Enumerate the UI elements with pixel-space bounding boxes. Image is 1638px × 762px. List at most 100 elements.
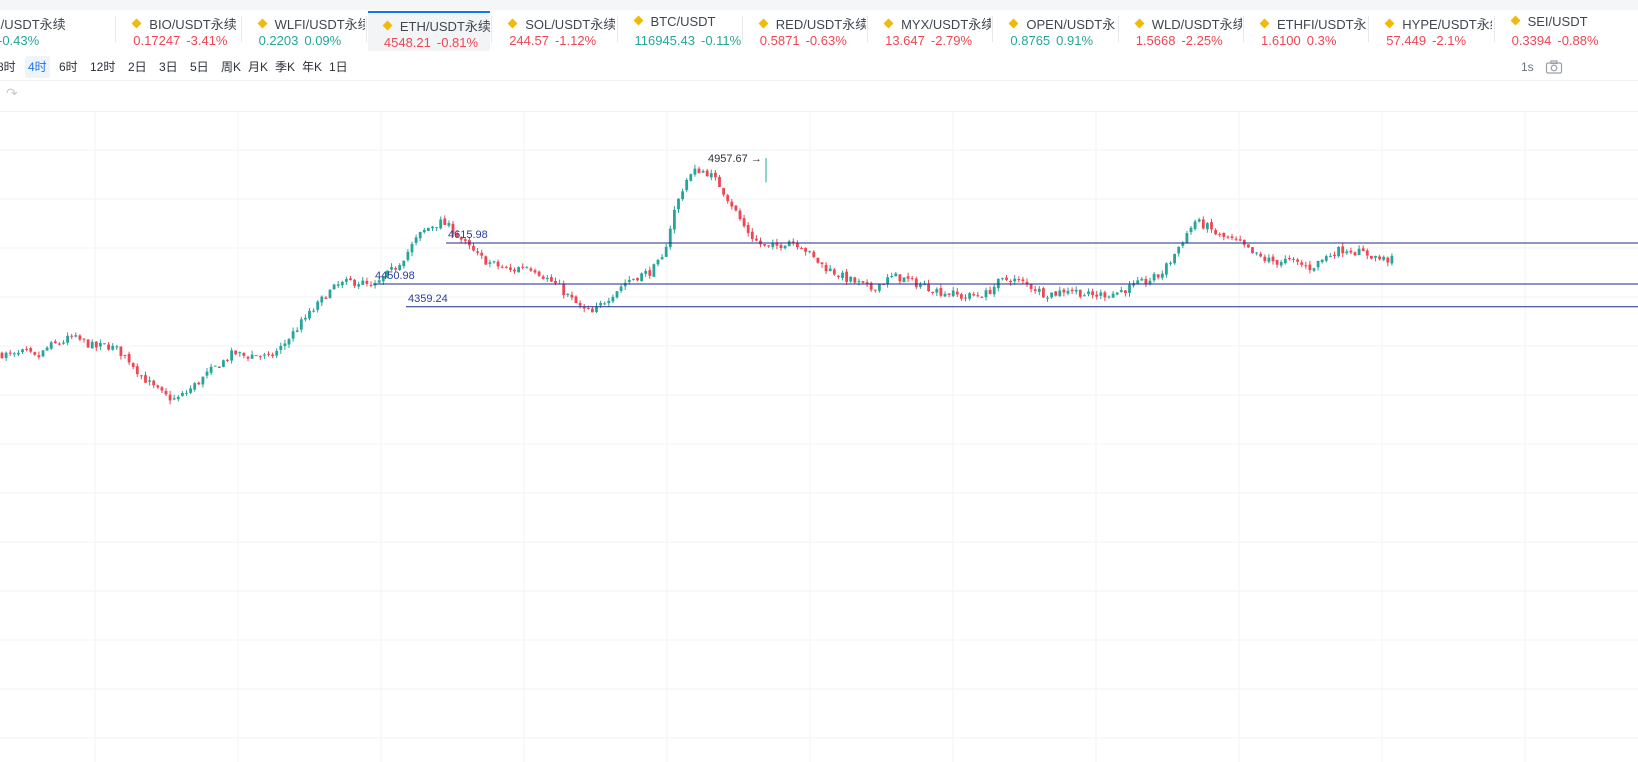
candle-body xyxy=(1181,242,1185,246)
candle-body xyxy=(455,233,459,237)
candle-body xyxy=(562,283,566,295)
timeframe-3[interactable]: 12时 xyxy=(90,60,116,74)
candle-body xyxy=(853,277,857,283)
timeframe-11[interactable]: 1日 xyxy=(329,60,348,74)
candle-body xyxy=(804,247,807,252)
coin-diamond-icon xyxy=(1134,18,1145,29)
timeframe-1[interactable]: 4时 xyxy=(25,56,50,78)
timeframe-10[interactable]: 年K xyxy=(302,60,323,74)
price-levels: 4615.98 4450.98 4359.24 4957.67 → xyxy=(373,153,1638,308)
ticker-red[interactable]: RED/USDT永续 0.5871 -0.63% xyxy=(744,11,866,51)
ticker-bio[interactable]: BIO/USDT永续 0.17247 -3.41% xyxy=(117,11,239,51)
ticker-sei[interactable]: SEI/USDT 0.3394 -0.88% xyxy=(1496,11,1618,51)
candle-body xyxy=(496,261,500,267)
candle-body xyxy=(500,266,504,268)
candle-body xyxy=(824,264,828,272)
candle-body xyxy=(443,218,447,225)
interval-label[interactable]: 1s xyxy=(1521,60,1534,74)
candle-body xyxy=(332,284,336,290)
timeframe-2[interactable]: 6时 xyxy=(59,60,78,74)
candle-body xyxy=(263,354,266,356)
candle-body xyxy=(1136,280,1140,284)
ticker-hype[interactable]: HYPE/USDT永续57.449 -2.1% xyxy=(1370,11,1492,51)
ticker-wld[interactable]: WLD/USDT永续 1.5668 -2.25% xyxy=(1120,11,1242,51)
candle-body xyxy=(353,279,356,286)
candle-body xyxy=(422,229,426,233)
candle-body xyxy=(980,296,984,298)
candle-body xyxy=(1234,238,1238,240)
candle-body xyxy=(521,266,525,268)
timeframe-0[interactable]: 8时 xyxy=(0,60,16,74)
ticker-price: 0.2203 xyxy=(258,33,299,48)
timeframe-5[interactable]: 3日 xyxy=(159,60,178,74)
candle-body xyxy=(1029,284,1033,289)
timeframe-7[interactable]: 周K xyxy=(221,60,242,74)
ticker-btc[interactable]: BTC/USDT 116945.43 -0.11% xyxy=(619,11,741,51)
candle-body xyxy=(767,245,771,247)
redo-icon[interactable]: ↷ xyxy=(6,85,18,101)
candle-body xyxy=(714,172,717,178)
candle-body xyxy=(705,170,709,177)
candle-body xyxy=(1037,288,1041,292)
candle-body xyxy=(1374,256,1377,258)
candle-body xyxy=(386,270,389,278)
candle-body xyxy=(349,278,352,281)
ticker-sol[interactable]: SOL/USDT永续 244.57 -1.12% xyxy=(493,11,615,51)
candle-body xyxy=(939,288,943,296)
ticker-wlfi[interactable]: WLFI/USDT永续 0.2203 0.09% xyxy=(243,11,365,51)
candle-body xyxy=(406,251,410,260)
candle-body xyxy=(611,296,615,302)
candle-body xyxy=(99,343,102,347)
ticker-eth[interactable]: ETH/USDT永续 4548.21 -0.81% xyxy=(367,11,490,51)
coin-diamond-icon xyxy=(382,20,393,31)
candle-body xyxy=(312,310,315,312)
ticker-b[interactable]: B/USDT永续-0.43% xyxy=(0,11,114,51)
candlestick-chart[interactable]: 4615.98 4450.98 4359.24 4957.67 → xyxy=(0,112,1638,762)
candle-body xyxy=(886,277,889,285)
candle-body xyxy=(796,242,799,248)
candle-body xyxy=(369,284,373,286)
candle-body xyxy=(816,257,820,263)
candle-body xyxy=(685,179,689,191)
ticker-change: 0.91% xyxy=(1056,33,1094,48)
candle-body xyxy=(287,339,291,345)
timeframe-9[interactable]: 季K xyxy=(275,60,296,74)
camera-icon[interactable] xyxy=(1545,60,1563,74)
candle-body xyxy=(1107,296,1111,298)
candle-body xyxy=(578,303,582,306)
candle-body xyxy=(1255,252,1258,254)
candle-body xyxy=(94,341,98,348)
candle-body xyxy=(644,271,648,274)
timeframe-8[interactable]: 月K xyxy=(248,60,269,74)
candle-body xyxy=(750,231,754,240)
timeframe-4[interactable]: 2日 xyxy=(128,60,147,74)
candle-body xyxy=(1353,252,1357,256)
ticker-symbol: WLD/USDT永续 xyxy=(1134,14,1242,33)
ticker-separator xyxy=(1493,16,1495,42)
candle-body xyxy=(316,301,320,310)
ticker-myx[interactable]: MYX/USDT永续 13.647 -2.79% xyxy=(869,11,991,51)
candle-body xyxy=(718,176,721,188)
candle-body xyxy=(33,352,37,355)
candle-body xyxy=(988,289,992,294)
candle-body xyxy=(209,366,213,373)
candle-body xyxy=(837,275,840,278)
candle-body xyxy=(652,264,656,277)
ticker-change: 0.3% xyxy=(1306,33,1337,48)
ticker-price: 1.6100 xyxy=(1261,33,1301,48)
candle-body xyxy=(1169,262,1172,264)
candle-body xyxy=(947,293,951,295)
ticker-price: 0.17247 xyxy=(133,33,181,48)
timeframe-6[interactable]: 5日 xyxy=(190,60,209,74)
ticker-change: -2.1% xyxy=(1432,33,1467,48)
candle-body xyxy=(1111,293,1115,298)
candle-body xyxy=(550,277,553,282)
candle-body xyxy=(931,291,935,293)
candle-body xyxy=(697,168,701,174)
ticker-change: 0.09% xyxy=(304,33,342,48)
ticker-price: 244.57 xyxy=(509,33,549,48)
ticker-quote: 0.17247 -3.41% xyxy=(133,33,233,48)
price-level-label: 4450.98 xyxy=(375,270,415,282)
